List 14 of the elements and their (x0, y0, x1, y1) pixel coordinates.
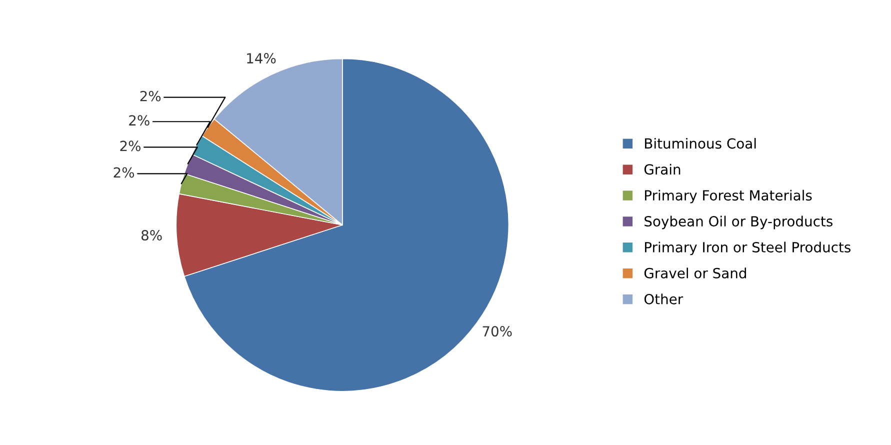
data-label: 2% (129, 115, 150, 126)
legend-label: Gravel or Sand (644, 268, 746, 278)
legend-label: Soybean Oil or By-products (644, 216, 832, 230)
data-label: 2% (140, 90, 161, 102)
data-label: 2% (120, 140, 140, 152)
data-label: 8% (142, 230, 162, 241)
legend-label: Primary Iron or Steel Products (645, 242, 850, 256)
legend-label: Primary Forest Materials (645, 190, 812, 204)
data-label: 70% (482, 326, 512, 337)
legend-label: Other (644, 294, 684, 304)
data-label: 14% (247, 53, 276, 64)
data-label: 2% (114, 167, 134, 178)
legend-label: Bituminous Coal (645, 138, 756, 149)
legend-label: Grain (644, 164, 680, 175)
